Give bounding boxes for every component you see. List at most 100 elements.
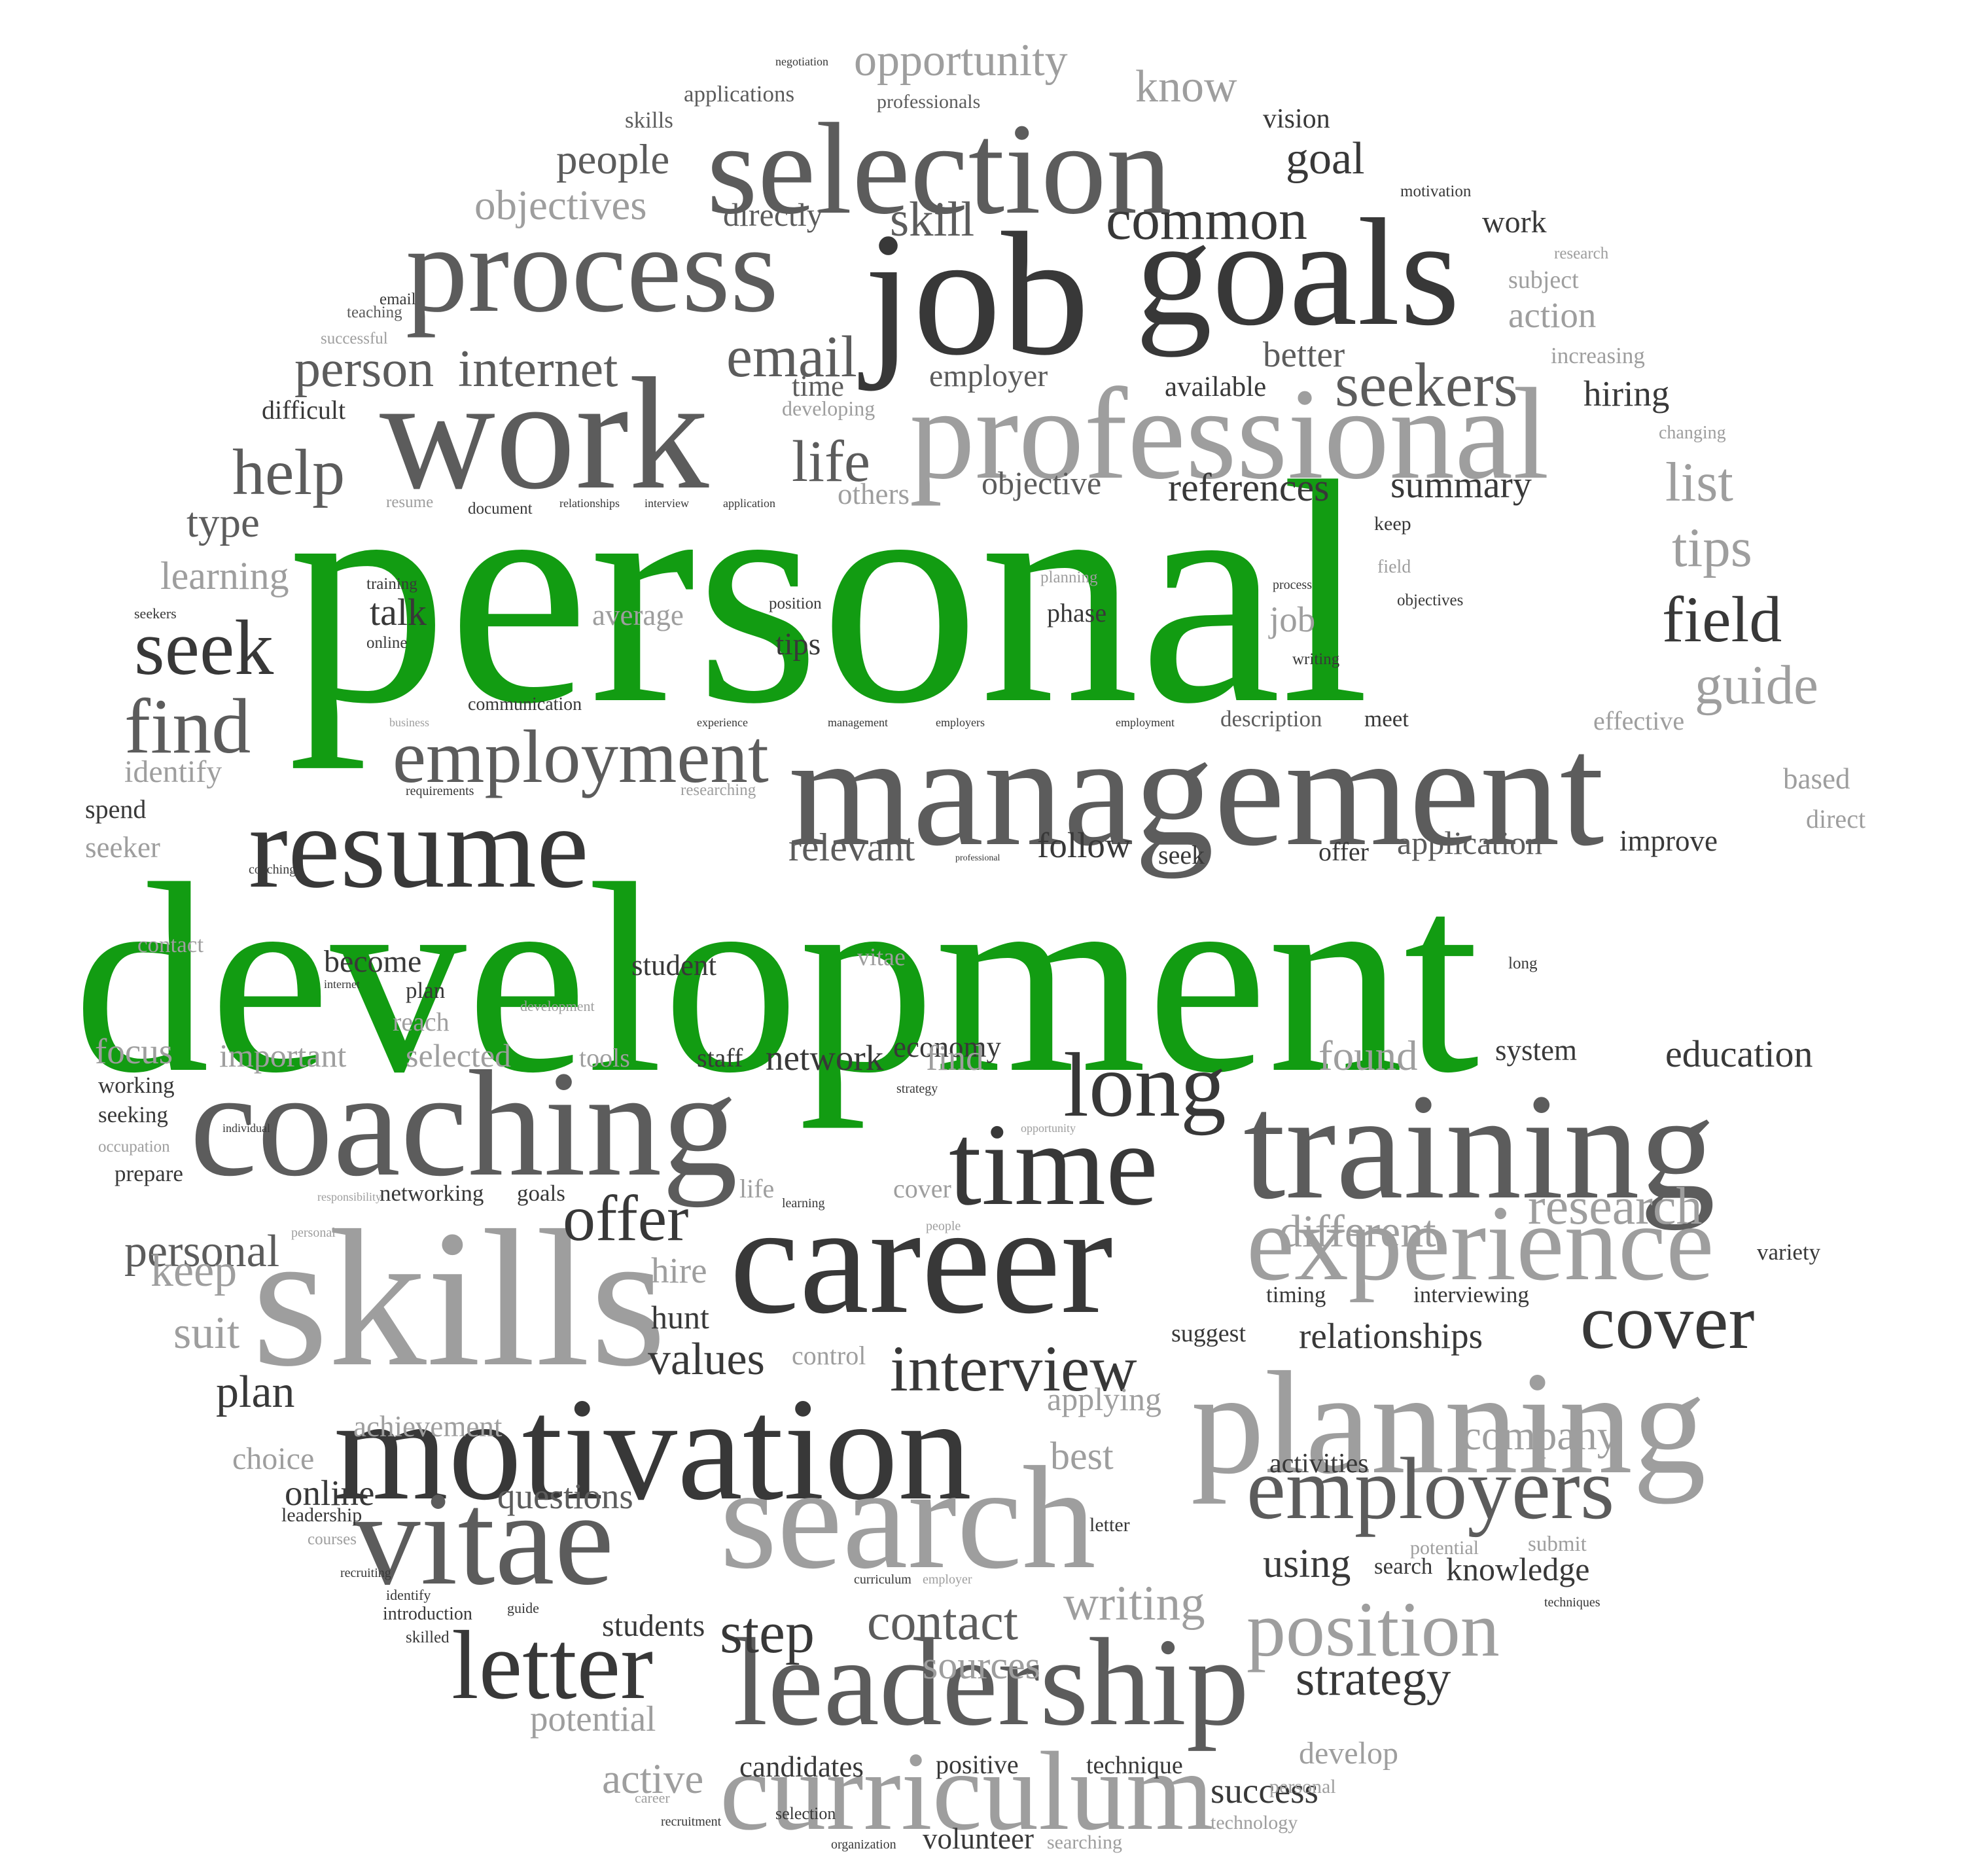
cloud-word-planning: planning	[1040, 569, 1098, 586]
cloud-word-type: type	[186, 499, 260, 546]
cloud-word-description: description	[1220, 706, 1322, 732]
cloud-word-job: job	[858, 196, 1089, 392]
cloud-word-follow: follow	[1037, 825, 1131, 865]
cloud-word-tools: tools	[579, 1043, 630, 1072]
cloud-word-references: references	[1168, 466, 1329, 509]
cloud-word-offer: offer	[563, 1182, 688, 1254]
cloud-word-spend: spend	[85, 794, 146, 824]
cloud-word-better: better	[1263, 334, 1345, 374]
cloud-word-selected: selected	[406, 1037, 511, 1074]
cloud-word-offer: offer	[1318, 837, 1369, 866]
cloud-word-development: development	[520, 998, 595, 1014]
cloud-word-network: network	[766, 1038, 884, 1078]
cloud-word-people: people	[926, 1219, 961, 1233]
cloud-word-know: know	[1135, 62, 1237, 112]
cloud-word-personal: personal	[291, 1226, 336, 1240]
cloud-word-process: process	[406, 201, 779, 338]
cloud-word-learning: learning	[782, 1196, 825, 1211]
cloud-word-positive: positive	[936, 1750, 1019, 1779]
cloud-word-recruiting: recruiting	[340, 1566, 391, 1580]
cloud-word-personal: personal	[124, 1226, 279, 1277]
cloud-word-letter: letter	[1089, 1514, 1130, 1536]
cloud-word-sources: sources	[923, 1644, 1040, 1687]
cloud-word-summary: summary	[1390, 463, 1532, 506]
cloud-word-research: research	[1554, 245, 1609, 262]
cloud-word-employers: employers	[1247, 1440, 1614, 1538]
cloud-word-searching: searching	[1047, 1832, 1122, 1853]
cloud-word-average: average	[592, 599, 684, 631]
cloud-word-directly: directly	[723, 196, 823, 233]
cloud-word-people: people	[556, 136, 669, 183]
cloud-word-position: position	[769, 595, 822, 612]
cloud-word-potential: potential	[530, 1699, 656, 1739]
cloud-word-work: work	[1482, 205, 1547, 239]
cloud-word-based: based	[1783, 762, 1850, 795]
cloud-word-guide: guide	[507, 1600, 539, 1616]
cloud-word-focus: focus	[95, 1031, 173, 1071]
cloud-word-interviewing: interviewing	[1413, 1282, 1529, 1307]
cloud-word-goals: goals	[517, 1180, 565, 1206]
cloud-word-occupation: occupation	[98, 1138, 170, 1156]
cloud-word-best: best	[1050, 1434, 1114, 1478]
cloud-word-tips: tips	[775, 627, 821, 662]
cloud-word-experience: experience	[1247, 1183, 1714, 1303]
cloud-word-others: others	[838, 478, 910, 510]
cloud-word-time: time	[792, 370, 844, 402]
cloud-word-job: job	[1268, 599, 1315, 639]
cloud-word-find: find	[124, 682, 251, 770]
cloud-word-employment: employment	[1116, 716, 1175, 729]
cloud-word-objectives: objectives	[1397, 592, 1463, 609]
cloud-word-teaching: teaching	[347, 304, 402, 321]
cloud-word-find: find	[926, 1038, 984, 1078]
cloud-word-training: training	[366, 575, 417, 593]
cloud-word-cover: cover	[893, 1174, 951, 1203]
cloud-word-long: long	[1063, 1035, 1226, 1136]
cloud-word-professional: professional	[955, 853, 1000, 863]
cloud-word-contact: contact	[867, 1593, 1018, 1651]
cloud-word-successful: successful	[321, 330, 388, 347]
cloud-word-business: business	[389, 716, 429, 729]
cloud-word-selection: selection	[707, 97, 1172, 241]
cloud-word-internet: internet	[324, 978, 360, 991]
cloud-word-seeking: seeking	[98, 1102, 168, 1127]
cloud-word-seek: seek	[134, 604, 274, 691]
cloud-word-organization: organization	[831, 1837, 896, 1852]
cloud-word-document: document	[468, 500, 533, 518]
cloud-word-meet: meet	[1364, 706, 1409, 732]
cloud-word-hire: hire	[651, 1250, 707, 1290]
cloud-word-motivation: motivation	[1400, 183, 1472, 200]
cloud-word-writing: writing	[1292, 650, 1340, 668]
cloud-word-hiring: hiring	[1583, 374, 1669, 414]
cloud-word-life: life	[739, 1174, 774, 1203]
cloud-word-knowledge: knowledge	[1446, 1551, 1589, 1587]
cloud-word-working: working	[98, 1072, 175, 1098]
cloud-word-students: students	[602, 1608, 705, 1643]
cloud-word-management: management	[828, 716, 888, 729]
cloud-word-seekers: seekers	[1335, 350, 1518, 419]
cloud-word-staff: staff	[697, 1043, 743, 1072]
cloud-word-interview: interview	[890, 1332, 1137, 1405]
cloud-word-suggest: suggest	[1171, 1320, 1246, 1347]
cloud-word-subject: subject	[1508, 266, 1579, 294]
cloud-word-selection: selection	[775, 1804, 836, 1823]
cloud-word-objective: objective	[982, 465, 1101, 501]
cloud-word-volunteer: volunteer	[923, 1822, 1034, 1855]
cloud-word-personal: personal	[1269, 1776, 1336, 1797]
cloud-word-goal: goal	[1286, 133, 1365, 184]
cloud-word-submit: submit	[1528, 1532, 1587, 1556]
cloud-word-different: different	[1279, 1207, 1436, 1257]
cloud-word-economy: economy	[893, 1031, 1001, 1063]
cloud-word-help: help	[232, 436, 345, 508]
cloud-word-common: common	[1106, 188, 1307, 252]
cloud-word-important: important	[219, 1037, 347, 1074]
cloud-word-coaching: coaching	[249, 862, 296, 877]
cloud-word-keep: keep	[150, 1246, 237, 1296]
cloud-word-developing: developing	[782, 397, 875, 420]
cloud-word-guide: guide	[1695, 654, 1818, 716]
cloud-word-development: development	[73, 827, 1480, 1129]
cloud-word-letter: letter	[451, 1611, 653, 1720]
cloud-word-student: student	[631, 949, 716, 982]
cloud-word-field: field	[1377, 557, 1411, 577]
cloud-word-employers: employers	[936, 716, 985, 729]
